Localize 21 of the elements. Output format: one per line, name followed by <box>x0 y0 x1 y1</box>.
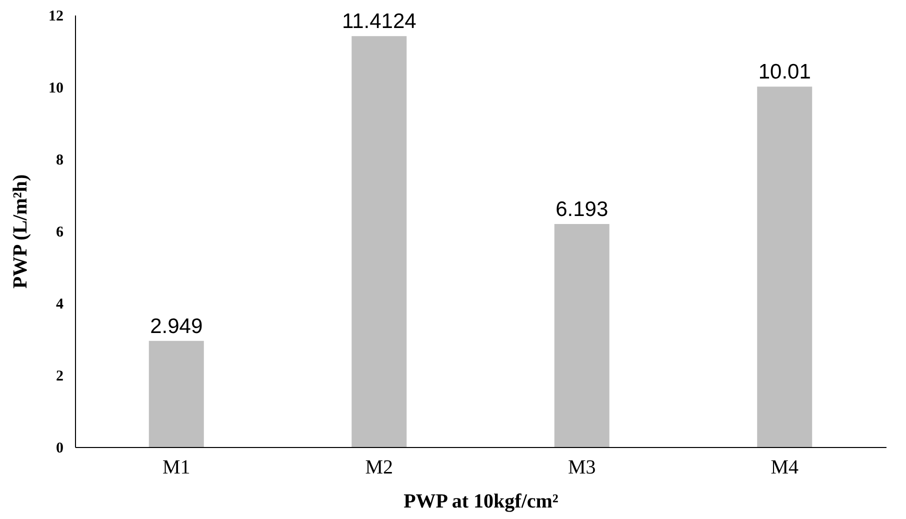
x-tick-label: M1 <box>162 456 190 478</box>
data-label: 6.193 <box>556 198 608 222</box>
y-tick-label: 8 <box>56 152 64 168</box>
y-tick-label: 4 <box>56 296 64 312</box>
x-tick-label: M3 <box>568 456 596 478</box>
y-tick-label: 10 <box>48 80 64 96</box>
y-tick-label: 0 <box>56 440 64 456</box>
x-axis-title: PWP at 10kgf/cm² <box>404 490 558 512</box>
y-axis-title: PWP (L/m²h) <box>10 174 32 289</box>
y-tick-label: 2 <box>56 368 64 384</box>
y-tick-label: 6 <box>56 224 64 240</box>
x-tick-label: M2 <box>365 456 394 478</box>
bar <box>352 36 407 447</box>
data-label: 10.01 <box>758 60 811 84</box>
bar <box>148 340 204 447</box>
bar <box>757 86 812 447</box>
x-tick-label: M4 <box>770 456 799 478</box>
data-label: 2.949 <box>150 314 203 338</box>
y-tick-label: 12 <box>48 8 64 24</box>
bar <box>554 224 610 447</box>
data-label: 11.4124 <box>342 10 417 34</box>
